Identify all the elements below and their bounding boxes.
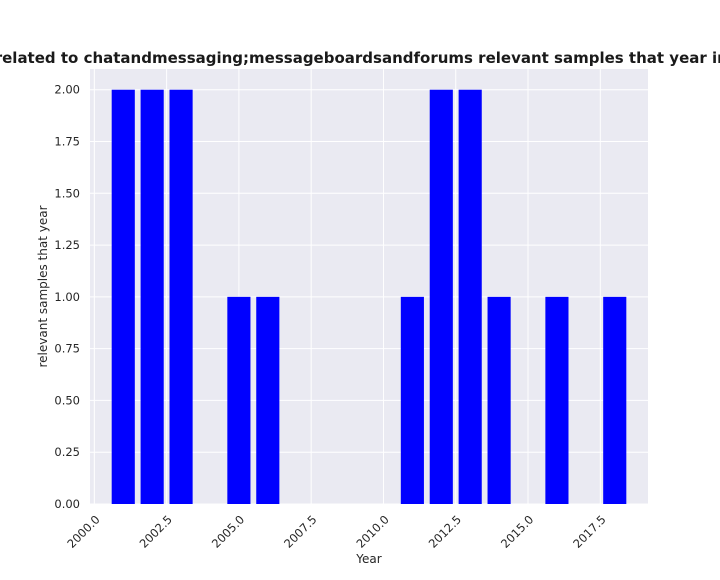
x-tick-label: 2010.0 — [353, 512, 391, 550]
bar-2003 — [169, 89, 193, 504]
y-tick-labels: 0.00 0.25 0.50 0.75 1.00 1.25 1.50 1.75 2.00 — [54, 83, 80, 511]
y-tick-label: 0.75 — [54, 342, 80, 356]
x-tick-label: 2000.0 — [64, 512, 102, 550]
bar-2013 — [458, 89, 482, 504]
y-tick-label: 0.50 — [54, 393, 80, 407]
bar-2002 — [140, 89, 164, 504]
bar-2001 — [111, 89, 135, 504]
x-tick-label: 2017.5 — [570, 512, 608, 550]
y-axis-label: relevant samples that year — [36, 205, 50, 367]
y-tick-label: 2.00 — [54, 83, 80, 97]
x-tick-label: 2012.5 — [426, 512, 464, 550]
x-tick-label: 2007.5 — [281, 512, 319, 550]
y-tick-label: 1.50 — [54, 186, 80, 200]
x-axis-label: Year — [355, 552, 381, 566]
x-tick-labels: 2000.0 2002.5 2005.0 2007.5 2010.0 2012.5 2015… — [64, 512, 608, 550]
bar-2006 — [256, 296, 280, 504]
bar-2018 — [603, 296, 627, 504]
bar-2005 — [227, 296, 251, 504]
chart-title: are related to chatandmessaging;messageb… — [0, 49, 720, 67]
x-tick-label: 2002.5 — [137, 512, 175, 550]
y-tick-label: 0.25 — [54, 445, 80, 459]
y-tick-label: 1.75 — [54, 135, 80, 149]
x-tick-label: 2015.0 — [498, 512, 536, 550]
y-tick-label: 1.25 — [54, 238, 80, 252]
y-tick-label: 1.00 — [54, 290, 80, 304]
bar-2012 — [429, 89, 453, 504]
y-tick-label: 0.00 — [54, 497, 80, 511]
bar-2011 — [400, 296, 424, 504]
bar-2014 — [487, 296, 511, 504]
x-tick-label: 2005.0 — [209, 512, 247, 550]
bar-2016 — [545, 296, 569, 504]
bars — [111, 89, 627, 504]
